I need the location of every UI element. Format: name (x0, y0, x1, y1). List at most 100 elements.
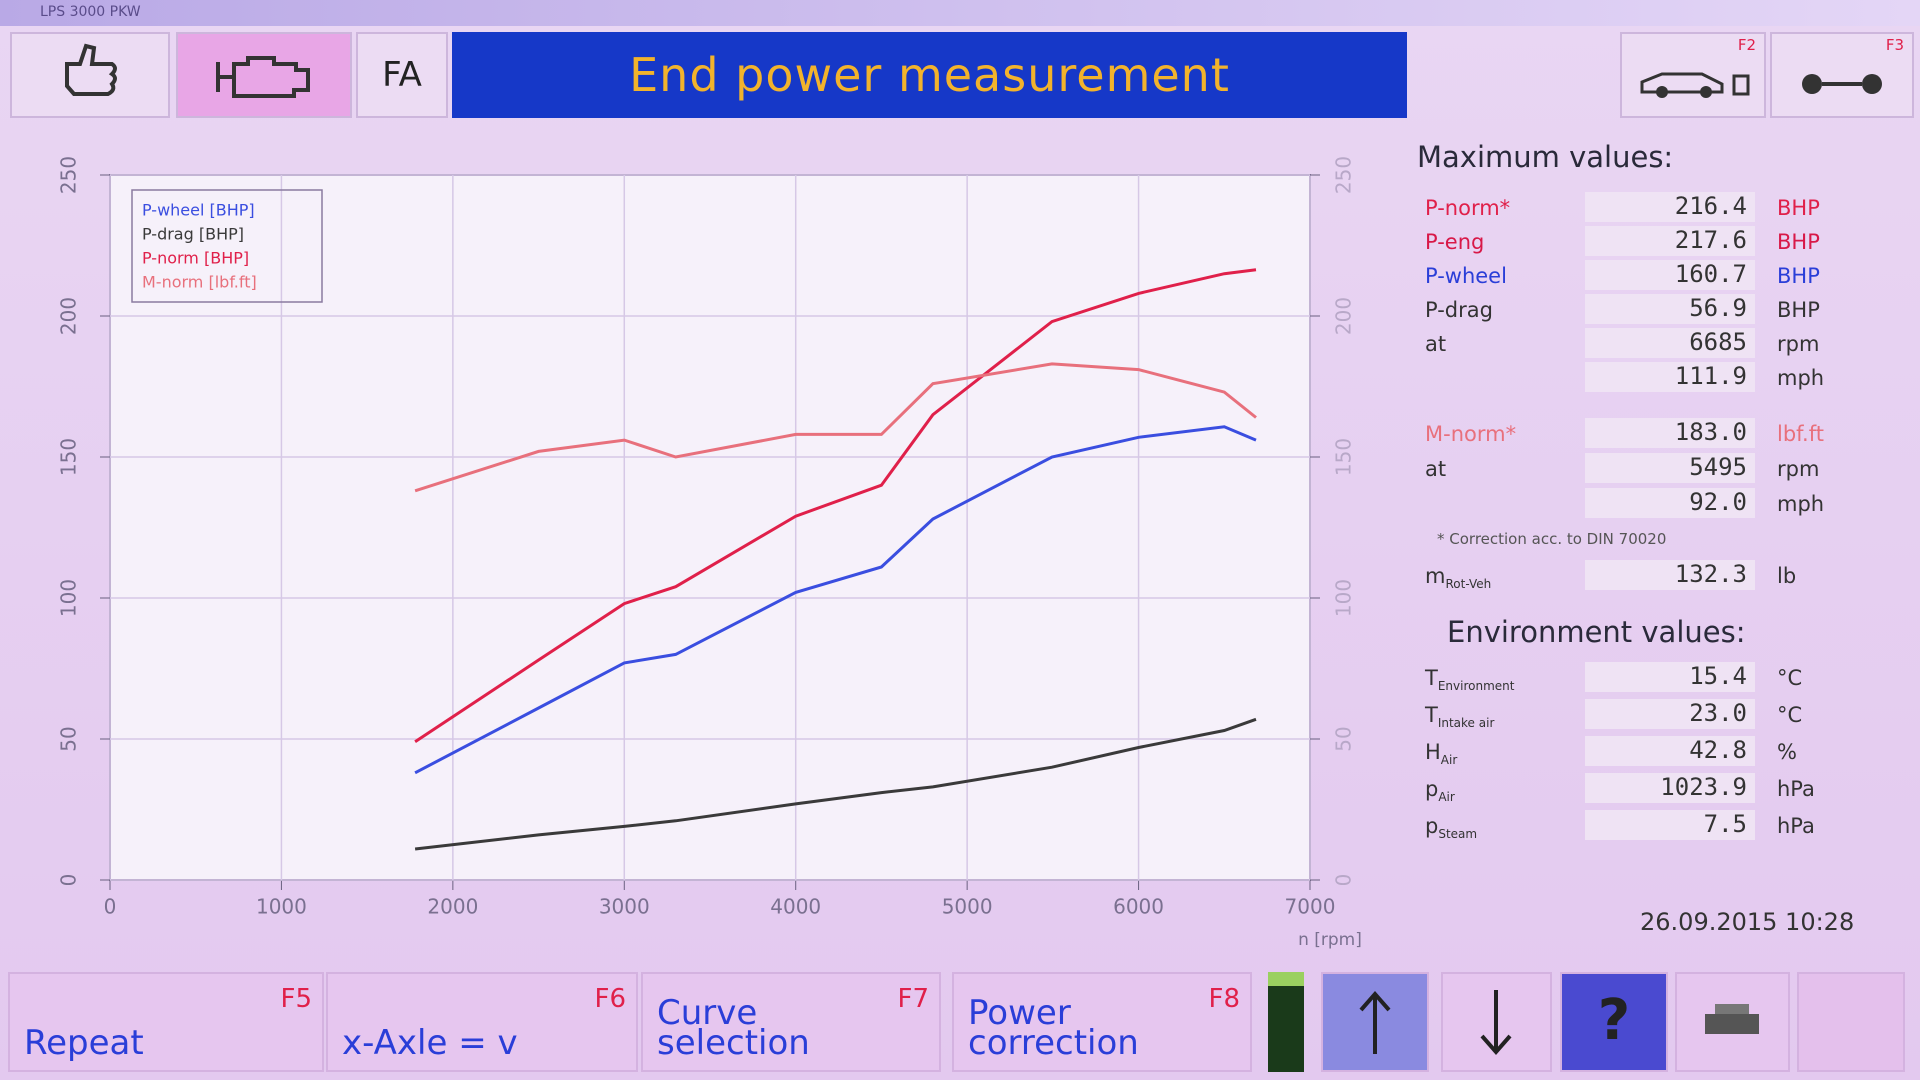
row-unit: lbf.ft (1777, 422, 1824, 446)
function-button[interactable]: Curve selection F7 (641, 972, 941, 1072)
link-icon (1802, 74, 1882, 94)
f2-button[interactable]: F2 (1620, 32, 1766, 118)
row-value: 111.9 (1585, 362, 1755, 392)
y2-tick-label: 250 (1332, 156, 1356, 194)
y2-tick-label: 100 (1332, 579, 1356, 617)
panel-title: Maximum values: (1417, 140, 1674, 174)
x-tick-label: 2000 (427, 895, 478, 919)
row-unit: BHP (1777, 264, 1820, 288)
row-label: pSteam (1425, 814, 1478, 842)
button-key: F6 (594, 984, 627, 1014)
row-value: 6685 (1585, 328, 1755, 358)
thumb-button[interactable] (10, 32, 170, 118)
engine-icon (216, 56, 310, 98)
row-value: 7.5 (1585, 810, 1755, 840)
legend-entry: M-norm [lbf.ft] (142, 273, 257, 292)
series-line (414, 717, 1257, 851)
f3-button[interactable]: F3 (1770, 32, 1914, 118)
row-unit: hPa (1777, 777, 1815, 801)
row-value: 183.0 (1585, 418, 1755, 448)
correction-note: * Correction acc. to DIN 70020 (1437, 530, 1667, 548)
x-axis-label: n [rpm] (1298, 930, 1362, 950)
button-label: Repeat (24, 1023, 144, 1063)
value-row: P-drag 56.9 BHP (1417, 294, 1887, 326)
y-tick-label: 200 (57, 297, 81, 335)
row-unit: lb (1777, 564, 1797, 588)
button-label: Power correction (968, 993, 1139, 1063)
y2-tick-label: 150 (1332, 438, 1356, 476)
row-unit: rpm (1777, 332, 1820, 356)
value-row: 92.0 mph (1417, 488, 1887, 520)
function-button[interactable]: Power correction F8 (952, 972, 1252, 1072)
x-tick-label: 5000 (942, 895, 993, 919)
row-label: pAir (1425, 777, 1455, 805)
plot-area (109, 174, 1311, 881)
row-value: 92.0 (1585, 488, 1755, 518)
row-unit: rpm (1777, 457, 1820, 481)
row-label: P-norm* (1425, 196, 1511, 220)
value-row: P-norm* 216.4 BHP (1417, 192, 1887, 224)
window-title: LPS 3000 PKW (0, 0, 1920, 26)
row-label: P-wheel (1425, 264, 1507, 288)
x-tick-label: 7000 (1285, 895, 1336, 919)
row-unit: BHP (1777, 230, 1820, 254)
arrow-up-icon (1359, 990, 1391, 1054)
x-tick-label: 4000 (770, 895, 821, 919)
row-label-sub: Air (1438, 790, 1455, 805)
print-button[interactable] (1675, 972, 1790, 1072)
value-row: HAir 42.8% (1417, 736, 1887, 768)
row-label: P-eng (1425, 230, 1485, 254)
button-label: x-Axle = v (342, 1023, 518, 1063)
row-label-sub: Steam (1438, 827, 1478, 842)
help-label: ? (1597, 988, 1631, 1053)
value-row: 111.9 mph (1417, 362, 1887, 394)
fa-button[interactable]: FA (356, 32, 448, 118)
button-key: F5 (280, 984, 313, 1014)
y2-tick-label: 50 (1332, 726, 1356, 751)
help-button[interactable]: ? (1560, 972, 1668, 1072)
button-key: F8 (1208, 984, 1241, 1014)
y-tick-label: 50 (57, 726, 81, 751)
value-row: TEnvironment 15.4 °C (1417, 662, 1887, 694)
series-line (414, 362, 1257, 493)
y-tick-label: 0 (57, 874, 81, 887)
status-indicator (1268, 972, 1304, 1072)
row-unit: BHP (1777, 298, 1820, 322)
scroll-down-button[interactable] (1441, 972, 1552, 1072)
printer-icon (1705, 1004, 1759, 1034)
series-line (414, 425, 1257, 775)
legend-entry: P-norm [BHP] (142, 249, 249, 268)
f3-key: F3 (1885, 36, 1904, 54)
y-tick-label: 150 (57, 438, 81, 476)
series-line (414, 268, 1257, 744)
arrow-down-icon (1480, 990, 1512, 1056)
function-button[interactable]: x-Axle = v F6 (326, 972, 638, 1072)
row-value: 42.8 (1585, 736, 1755, 766)
row-label: TIntake air (1425, 703, 1495, 731)
row-value: 23.0 (1585, 699, 1755, 729)
value-row: P-eng 217.6 BHP (1417, 226, 1887, 258)
row-value: 5495 (1585, 453, 1755, 483)
function-button[interactable]: Repeat F5 (8, 972, 324, 1072)
car-icon (1640, 72, 1750, 98)
button-key: F7 (897, 984, 930, 1014)
row-label-sub: Rot-Veh (1445, 577, 1492, 592)
row-value: 56.9 (1585, 294, 1755, 324)
row-label-sub: Intake air (1437, 716, 1495, 731)
row-label-sub: Environment (1437, 679, 1515, 694)
row-label: at (1425, 457, 1447, 481)
row-label: TEnvironment (1425, 666, 1515, 694)
row-value: 15.4 (1585, 662, 1755, 692)
screen-title: End power measurement (452, 32, 1407, 118)
row-label: M-norm* (1425, 422, 1517, 446)
engine-button[interactable] (176, 32, 352, 118)
row-label: mRot-Veh (1425, 564, 1492, 592)
scroll-up-button[interactable] (1321, 972, 1429, 1072)
value-row: pSteam 7.5 hPa (1417, 810, 1887, 842)
row-unit: mph (1777, 492, 1825, 516)
x-tick-label: 1000 (256, 895, 307, 919)
row-unit: hPa (1777, 814, 1815, 838)
blank-button[interactable] (1797, 972, 1905, 1072)
panel-title: Environment values: (1447, 615, 1746, 649)
row-label: at (1425, 332, 1447, 356)
